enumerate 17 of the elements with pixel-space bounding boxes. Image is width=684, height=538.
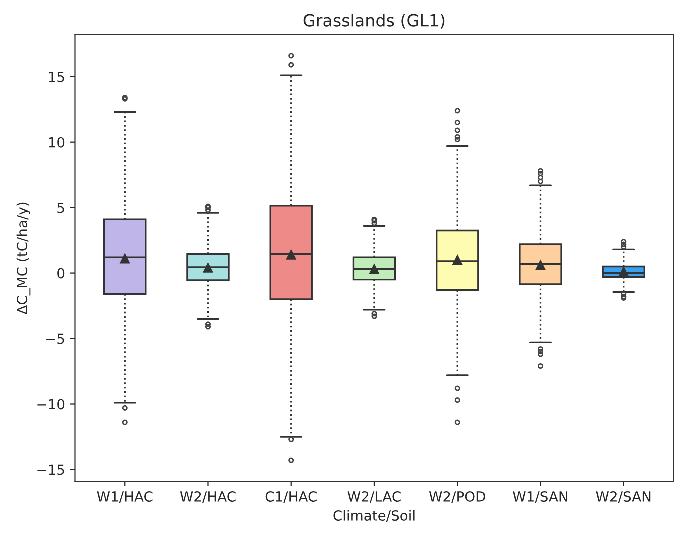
x-axis-title: Climate/Soil [334,510,415,522]
x-tick-label: W2/HAC [180,491,236,504]
y-tick-label: 10 [49,137,65,148]
x-tick-label: W2/LAC [348,491,401,504]
y-tick-label: −15 [38,464,64,476]
x-tick-label: W1/HAC [97,491,153,504]
y-tick-label: 5 [58,202,64,214]
x-tick-label: C1/HAC [266,491,317,504]
y-tick-label: 0 [58,268,65,279]
y-tick-label: 15 [49,72,64,82]
chart-title: Grasslands (GL1) [304,14,445,29]
y-tick-label: −5 [46,334,64,344]
x-tick-label: W2/SAN [596,491,651,504]
x-tick-label: W1/SAN [513,491,568,504]
y-tick-label: −10 [38,399,65,410]
y-axis-title: ΔC_MC (tC/ha/y) [16,202,31,315]
x-tick-label: W2/POD [429,491,486,504]
